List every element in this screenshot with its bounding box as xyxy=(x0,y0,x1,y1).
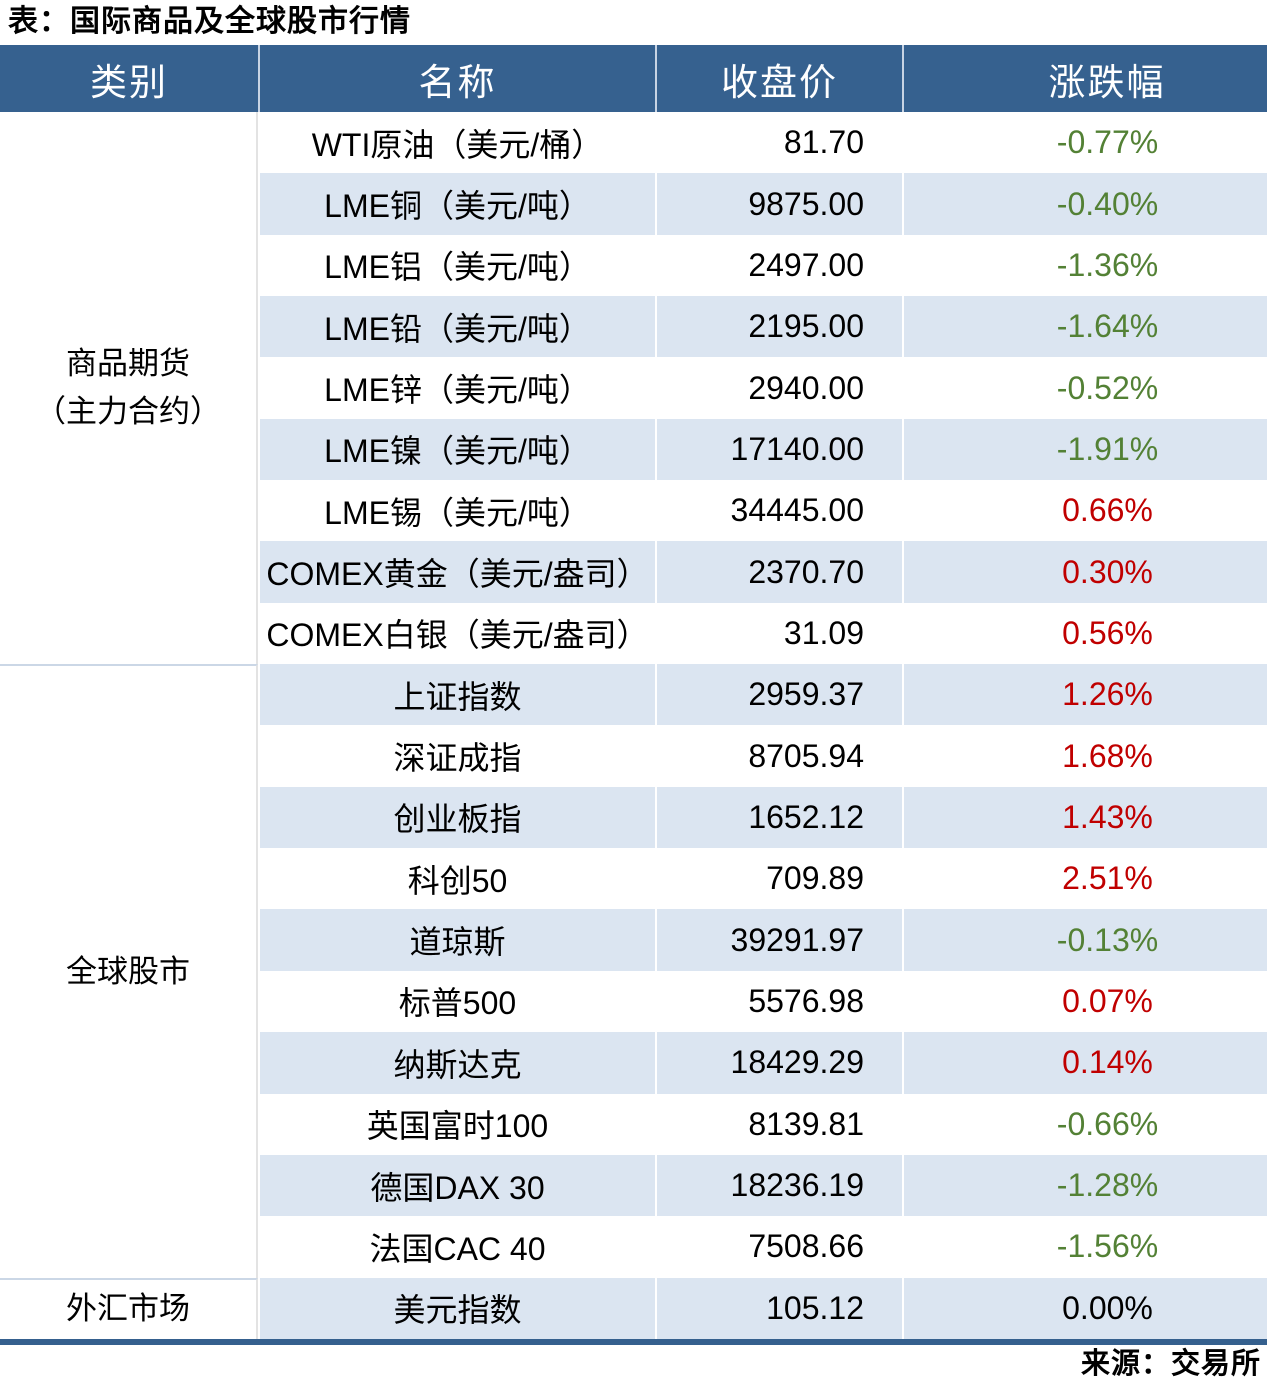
table-row: LME锌（美元/吨） 2940.00 -0.52% xyxy=(0,357,1267,419)
table-row: 全球股市 上证指数 2959.37 1.26% xyxy=(0,664,1267,1278)
change-percent-cell: -0.66% xyxy=(902,1093,1267,1155)
name-cell: 法国CAC 40 xyxy=(258,1216,655,1278)
table-row: 道琼斯 39291.97 -0.13% xyxy=(0,909,1267,971)
change-percent-cell: -1.91% xyxy=(902,418,1267,481)
close-price-cell: 2195.00 xyxy=(655,296,902,358)
name-cell: LME锡（美元/吨） xyxy=(258,480,655,542)
header-row: 类别 名称 收盘价 涨跌幅 xyxy=(0,45,1267,112)
source-note: 来源：交易所 xyxy=(1080,1347,1261,1380)
category-cell: 外汇市场 xyxy=(0,1277,258,1339)
name-cell: 英国富时100 xyxy=(258,1093,655,1155)
close-price-cell: 8705.94 xyxy=(655,725,902,787)
col-header-close: 收盘价 xyxy=(655,45,902,112)
table-row: 法国CAC 40 7508.66 -1.56% xyxy=(0,1216,1267,1278)
name-cell: 深证成指 xyxy=(258,725,655,787)
table-row: 德国DAX 30 18236.19 -1.28% xyxy=(0,1154,1267,1217)
col-header-category: 类别 xyxy=(0,45,258,112)
change-percent-cell: 0.66% xyxy=(902,480,1267,542)
category-cell: 商品期货 （主力合约） xyxy=(0,112,258,665)
table-row: LME铝（美元/吨） 2497.00 -1.36% xyxy=(0,234,1267,297)
market-table: 类别 名称 收盘价 涨跌幅 商品期货 （主力合约） WTI原油（美元/桶） 81.70… xyxy=(0,45,1267,1339)
change-percent-cell: -0.52% xyxy=(902,357,1267,419)
name-cell: COMEX白银（美元/盎司） xyxy=(258,602,655,665)
table-row: 标普500 5576.98 0.07% xyxy=(0,970,1267,1033)
change-percent-cell: 0.00% xyxy=(902,1277,1267,1339)
change-percent-cell: -1.64% xyxy=(902,296,1267,358)
change-percent-cell: -0.40% xyxy=(902,173,1267,235)
table-row: 外汇市场 美元指数 105.12 0.00% xyxy=(0,1277,1267,1339)
name-cell: 科创50 xyxy=(258,848,655,910)
name-cell: LME锌（美元/吨） xyxy=(258,357,655,419)
close-price-cell: 39291.97 xyxy=(655,909,902,971)
table-row: 创业板指 1652.12 1.43% xyxy=(0,786,1267,849)
category-cell: 全球股市 xyxy=(0,664,258,1278)
change-percent-cell: -0.77% xyxy=(902,112,1267,174)
table-row: LME镍（美元/吨） 17140.00 -1.91% xyxy=(0,418,1267,481)
close-price-cell: 34445.00 xyxy=(655,480,902,542)
table-row: 科创50 709.89 2.51% xyxy=(0,848,1267,910)
change-percent-cell: 2.51% xyxy=(902,848,1267,910)
page-title: 表：国际商品及全球股市行情 xyxy=(8,5,411,38)
change-percent-cell: -1.28% xyxy=(902,1154,1267,1217)
close-price-cell: 105.12 xyxy=(655,1277,902,1339)
close-price-cell: 1652.12 xyxy=(655,786,902,849)
name-cell: 创业板指 xyxy=(258,786,655,849)
col-header-name: 名称 xyxy=(258,45,655,112)
name-cell: COMEX黄金（美元/盎司） xyxy=(258,541,655,603)
name-cell: WTI原油（美元/桶） xyxy=(258,112,655,174)
table-row: 英国富时100 8139.81 -0.66% xyxy=(0,1093,1267,1155)
close-price-cell: 18236.19 xyxy=(655,1154,902,1217)
close-price-cell: 2940.00 xyxy=(655,357,902,419)
change-percent-cell: 1.43% xyxy=(902,786,1267,849)
change-percent-cell: 0.56% xyxy=(902,602,1267,665)
table-row: COMEX白银（美元/盎司） 31.09 0.56% xyxy=(0,602,1267,665)
name-cell: 上证指数 xyxy=(258,664,655,726)
table-row: LME锡（美元/吨） 34445.00 0.66% xyxy=(0,480,1267,542)
close-price-cell: 31.09 xyxy=(655,602,902,665)
name-cell: 纳斯达克 xyxy=(258,1032,655,1094)
col-header-change: 涨跌幅 xyxy=(902,45,1267,112)
name-cell: 标普500 xyxy=(258,970,655,1033)
name-cell: LME镍（美元/吨） xyxy=(258,418,655,481)
close-price-cell: 8139.81 xyxy=(655,1093,902,1155)
change-percent-cell: -0.13% xyxy=(902,909,1267,971)
close-price-cell: 2497.00 xyxy=(655,234,902,297)
close-price-cell: 18429.29 xyxy=(655,1032,902,1094)
close-price-cell: 81.70 xyxy=(655,112,902,174)
name-cell: LME铜（美元/吨） xyxy=(258,173,655,235)
table-row: LME铜（美元/吨） 9875.00 -0.40% xyxy=(0,173,1267,235)
table-row: LME铅（美元/吨） 2195.00 -1.64% xyxy=(0,296,1267,358)
close-price-cell: 17140.00 xyxy=(655,418,902,481)
name-cell: 德国DAX 30 xyxy=(258,1154,655,1217)
close-price-cell: 2959.37 xyxy=(655,664,902,726)
table-row: 纳斯达克 18429.29 0.14% xyxy=(0,1032,1267,1094)
market-table-wrap: 类别 名称 收盘价 涨跌幅 商品期货 （主力合约） WTI原油（美元/桶） 81.70… xyxy=(0,45,1267,1345)
close-price-cell: 7508.66 xyxy=(655,1216,902,1278)
change-percent-cell: 0.30% xyxy=(902,541,1267,603)
name-cell: LME铝（美元/吨） xyxy=(258,234,655,297)
table-body: 商品期货 （主力合约） WTI原油（美元/桶） 81.70 -0.77% LME铜（美元/… xyxy=(0,112,1267,1339)
name-cell: 美元指数 xyxy=(258,1277,655,1339)
table-row: COMEX黄金（美元/盎司） 2370.70 0.30% xyxy=(0,541,1267,603)
table-row: 深证成指 8705.94 1.68% xyxy=(0,725,1267,787)
change-percent-cell: 1.26% xyxy=(902,664,1267,726)
change-percent-cell: -1.36% xyxy=(902,234,1267,297)
change-percent-cell: 0.14% xyxy=(902,1032,1267,1094)
close-price-cell: 5576.98 xyxy=(655,970,902,1033)
name-cell: LME铅（美元/吨） xyxy=(258,296,655,358)
name-cell: 道琼斯 xyxy=(258,909,655,971)
close-price-cell: 2370.70 xyxy=(655,541,902,603)
close-price-cell: 9875.00 xyxy=(655,173,902,235)
change-percent-cell: 1.68% xyxy=(902,725,1267,787)
close-price-cell: 709.89 xyxy=(655,848,902,910)
table-row: 商品期货 （主力合约） WTI原油（美元/桶） 81.70 -0.77% xyxy=(0,112,1267,665)
change-percent-cell: -1.56% xyxy=(902,1216,1267,1278)
change-percent-cell: 0.07% xyxy=(902,970,1267,1033)
